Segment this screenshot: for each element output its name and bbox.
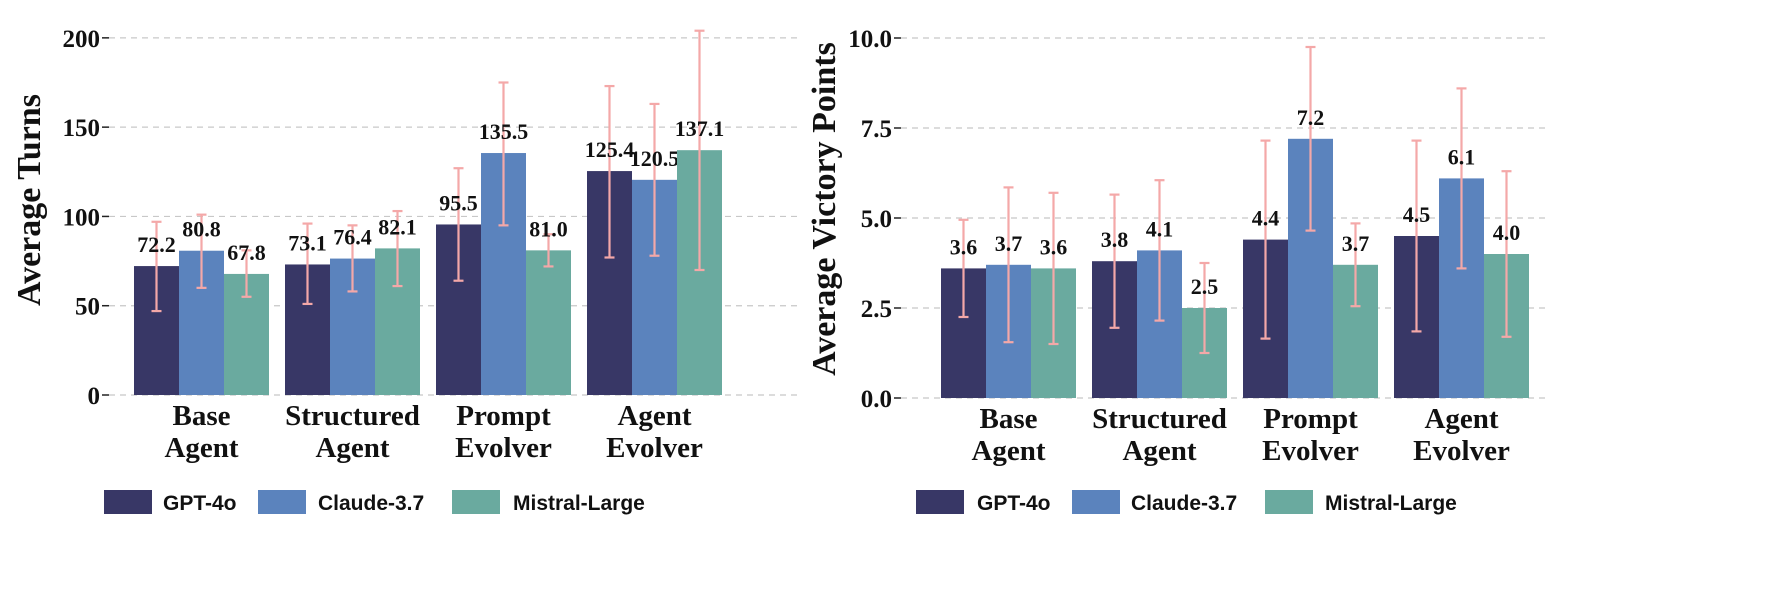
legend-swatch [104,490,152,514]
legend-label: Claude-3.7 [1131,492,1237,515]
data-label: 4.0 [1493,220,1521,245]
legend-swatch [1072,490,1120,514]
legend-label: Claude-3.7 [318,492,424,515]
legend-swatch [258,490,306,514]
legend-swatch [1265,490,1313,514]
x-category-label: Evolver [606,432,703,464]
data-label: 80.8 [182,217,221,242]
y-tick-label: 10.0 [848,26,892,53]
x-category-label: Evolver [455,432,552,464]
x-category-label: Base [173,400,231,432]
x-category-label: Evolver [1413,435,1510,467]
x-category-label: Prompt [456,400,551,432]
x-category-label: Prompt [1263,403,1358,435]
x-category-label: Structured [285,400,420,432]
data-label: 4.1 [1146,216,1174,241]
data-label: 67.8 [227,240,266,265]
y-axis-label: Average Victory Points [806,42,843,376]
x-category-label: Agent [1122,435,1196,467]
legend-label: Mistral-Large [1325,492,1457,515]
data-label: 3.7 [995,231,1023,256]
data-label: 4.4 [1252,206,1280,231]
data-label: 81.0 [529,216,568,241]
data-label: 125.4 [585,137,635,162]
data-label: 82.1 [378,214,417,239]
bar-mistral-large [526,250,571,395]
y-tick-label: 0.0 [861,386,892,413]
x-category-label: Agent [164,432,238,464]
x-category-label: Agent [971,435,1045,467]
data-label: 7.2 [1297,105,1325,130]
legend-label: Mistral-Large [513,492,645,515]
data-label: 2.5 [1191,274,1219,299]
data-label: 135.5 [479,119,529,144]
data-label: 4.5 [1403,202,1431,227]
data-label: 3.6 [950,234,978,259]
legend-label: GPT-4o [977,492,1051,515]
legend-swatch [452,490,500,514]
y-tick-label: 2.5 [861,296,892,323]
x-category-label: Base [980,403,1038,435]
data-label: 73.1 [288,230,327,255]
y-tick-label: 5.0 [861,206,892,233]
y-tick-label: 150 [63,115,101,142]
y-tick-label: 7.5 [861,116,892,143]
data-label: 72.2 [137,232,176,257]
y-tick-label: 200 [63,26,101,53]
y-tick-label: 100 [63,204,101,231]
data-label: 120.5 [630,146,680,171]
x-category-label: Agent [617,400,691,432]
x-category-label: Structured [1092,403,1227,435]
x-category-label: Agent [315,432,389,464]
legend-label: GPT-4o [163,492,237,515]
y-tick-label: 0 [88,383,101,410]
data-label: 3.8 [1101,227,1129,252]
x-category-label: Agent [1424,403,1498,435]
legend-swatch [916,490,964,514]
data-label: 6.1 [1448,144,1476,169]
data-label: 3.6 [1040,234,1068,259]
data-label: 3.7 [1342,231,1370,256]
x-category-label: Evolver [1262,435,1359,467]
data-label: 137.1 [675,116,725,141]
data-label: 76.4 [333,225,372,250]
data-label: 95.5 [439,190,478,215]
y-tick-label: 50 [75,294,100,321]
turns-chart-panel: 0 50 100 150 200 Average Turns 72.280.867.8 Bas… [11,26,800,515]
y-axis-label: Average Turns [11,94,48,306]
